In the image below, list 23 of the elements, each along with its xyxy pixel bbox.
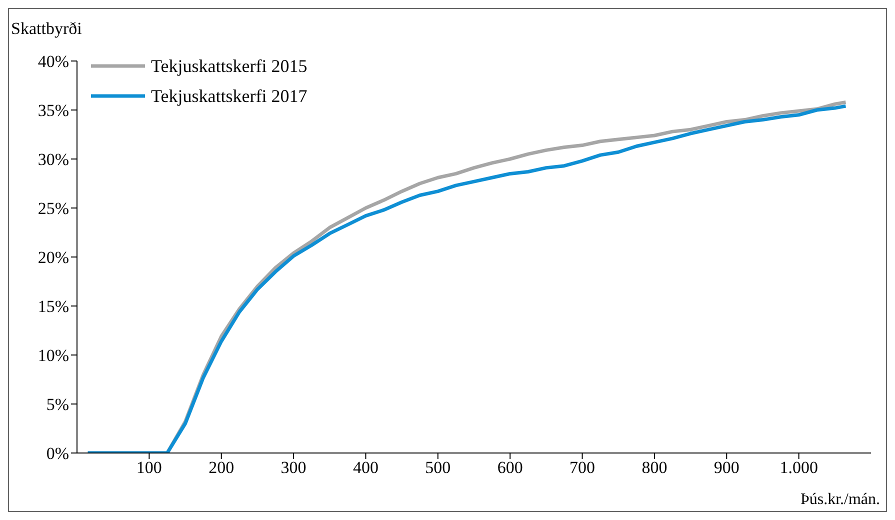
y-tick-label: 10%: [38, 346, 69, 366]
y-tick-label: 35%: [38, 101, 69, 120]
y-axis-title: Skattbyrði: [11, 19, 82, 39]
x-tick-label: 800: [642, 458, 668, 478]
x-tick-label: 400: [352, 458, 378, 478]
x-tick-label: 500: [425, 458, 451, 478]
x-tick-label: 200: [208, 458, 234, 478]
legend-label: Tekjuskattskerfi 2017: [151, 85, 308, 108]
y-tick-label: 25%: [38, 199, 69, 218]
y-tick-label: 40%: [38, 52, 69, 72]
y-tick-label: 20%: [38, 248, 69, 268]
x-tick-label: 700: [570, 458, 596, 478]
y-tick-label: 5%: [46, 395, 69, 414]
legend-label: Tekjuskattskerfi 2015: [151, 55, 308, 78]
y-tick-label: 0%: [46, 444, 69, 464]
x-tick-label: 900: [714, 458, 740, 478]
x-axis-title: Þús.kr./mán.: [800, 491, 880, 509]
x-tick-label: 600: [497, 458, 523, 478]
x-tick-label: 300: [280, 458, 306, 478]
x-tick-label: 1.000: [780, 458, 818, 478]
y-tick-label: 15%: [38, 297, 69, 316]
y-tick-label: 30%: [38, 150, 69, 170]
x-tick-label: 100: [136, 458, 162, 478]
